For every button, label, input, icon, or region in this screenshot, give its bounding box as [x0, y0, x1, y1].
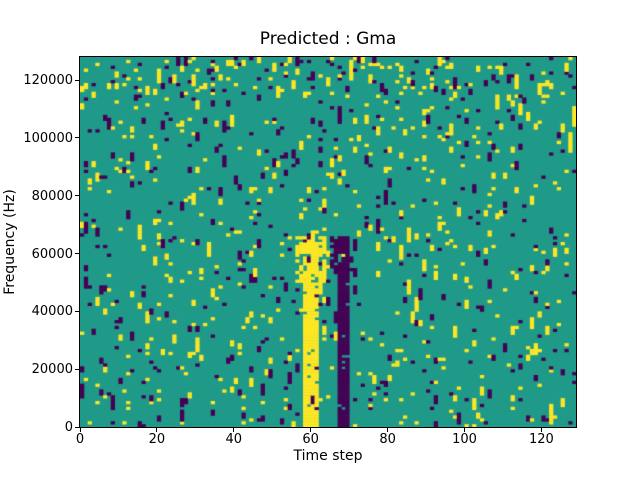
x-tick-mark — [156, 428, 158, 432]
y-tick-label: 20000 — [31, 362, 73, 378]
plot-area — [79, 56, 577, 428]
y-tick-mark — [75, 137, 79, 139]
x-tick-mark — [79, 428, 81, 432]
x-tick-label: 0 — [75, 432, 85, 447]
x-tick-mark — [463, 428, 465, 432]
y-tick-mark — [75, 368, 79, 370]
y-tick-mark — [75, 195, 79, 197]
y-tick-mark — [75, 79, 79, 81]
y-axis-label: Frequency (Hz) — [2, 189, 18, 295]
x-tick-mark — [233, 428, 235, 432]
x-tick-label: 20 — [148, 432, 166, 447]
x-tick-label: 40 — [225, 432, 243, 447]
y-tick-mark — [75, 426, 79, 428]
y-tick-mark — [75, 310, 79, 312]
y-tick-label: 60000 — [31, 246, 73, 262]
y-tick-label: 0 — [64, 420, 73, 435]
heatmap-canvas — [80, 57, 576, 427]
x-tick-label: 120 — [528, 432, 554, 447]
x-tick-mark — [387, 428, 389, 432]
y-tick-label: 40000 — [31, 304, 73, 320]
y-tick-label: 100000 — [23, 130, 73, 146]
y-tick-label: 80000 — [31, 188, 73, 204]
x-tick-label: 100 — [452, 432, 477, 447]
x-tick-mark — [540, 428, 542, 432]
x-tick-mark — [310, 428, 312, 432]
y-tick-label: 120000 — [23, 73, 73, 89]
x-tick-label: 80 — [379, 432, 396, 447]
x-axis-label: Time step — [293, 448, 363, 464]
y-tick-mark — [75, 253, 79, 255]
chart-title: Predicted : Gma — [259, 29, 397, 49]
x-tick-label: 60 — [302, 432, 319, 447]
